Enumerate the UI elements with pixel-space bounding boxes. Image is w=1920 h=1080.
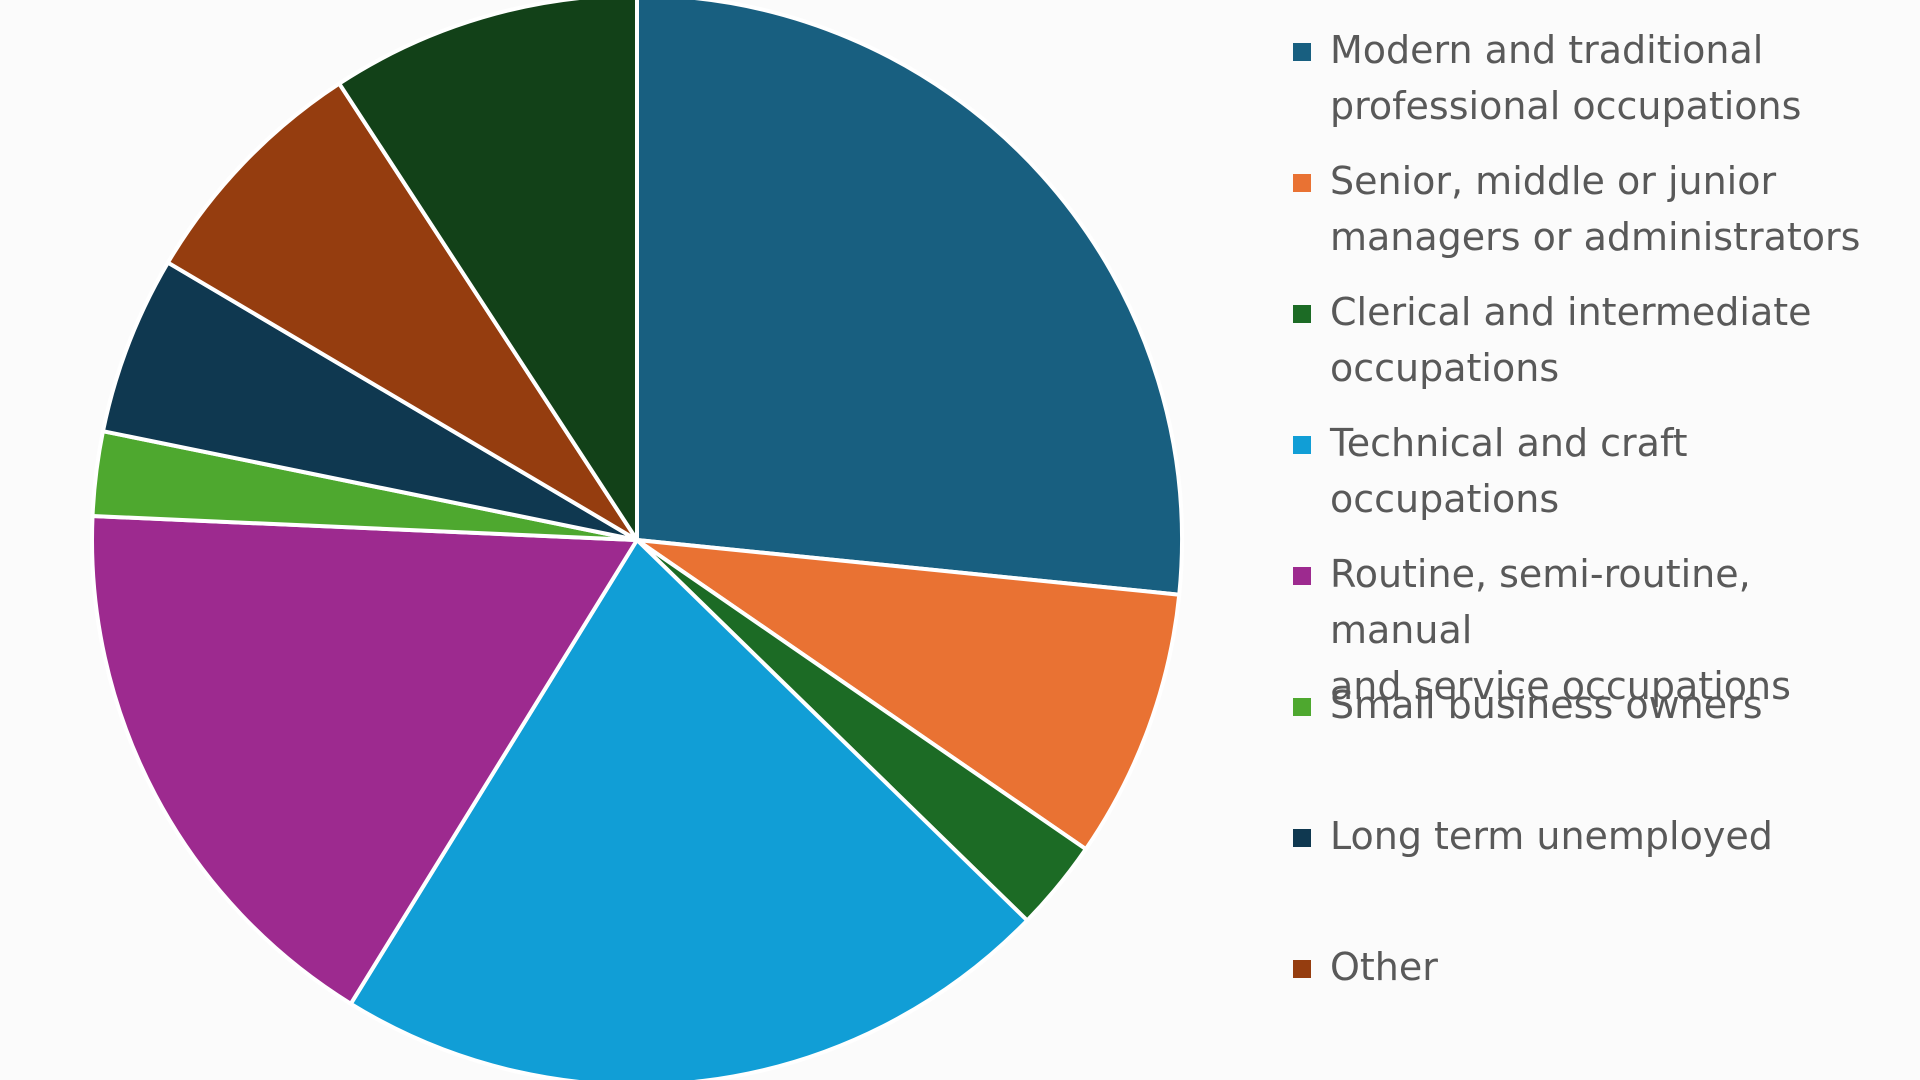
legend-label: Small business owners <box>1330 683 1763 727</box>
pie-slice-8 <box>165 81 639 542</box>
pie-chart <box>90 0 1184 1080</box>
legend-swatch <box>1293 174 1311 192</box>
legend-item: Technical and craft occupations <box>1293 415 1903 546</box>
pie-slice-1 <box>635 0 1184 597</box>
pie-slice-9 <box>337 0 639 542</box>
pie-slice-7 <box>100 260 639 542</box>
legend-item: Senior, middle or junior managers or adm… <box>1293 153 1903 284</box>
legend-item: Clerical and intermediate occupations <box>1293 284 1903 415</box>
legend-swatch <box>1293 43 1311 61</box>
legend-label: Other <box>1330 945 1438 989</box>
legend-swatch <box>1293 305 1311 323</box>
legend-item: Long term unemployed <box>1293 808 1903 939</box>
legend-item: Small business owners <box>1293 677 1903 808</box>
legend-item: Modern and traditional professional occu… <box>1293 22 1903 153</box>
legend-label: Routine, semi-routine, manual and servic… <box>1330 552 1791 708</box>
pie-slice-4 <box>348 538 1030 1080</box>
pie-slice-2 <box>635 538 1182 852</box>
legend-swatch <box>1293 960 1311 978</box>
pie-slice-5 <box>90 514 639 1006</box>
legend-label: Modern and traditional professional occu… <box>1330 28 1802 128</box>
legend-swatch <box>1293 829 1311 847</box>
legend-label: Clerical and intermediate occupations <box>1330 290 1812 390</box>
legend-swatch <box>1293 567 1311 585</box>
legend-swatch <box>1293 698 1311 716</box>
legend-item: Other <box>1293 939 1903 1070</box>
legend-label: Long term unemployed <box>1330 814 1773 858</box>
legend-item: Routine, semi-routine, manual and servic… <box>1293 546 1903 708</box>
legend-swatch <box>1293 436 1311 454</box>
legend-label: Senior, middle or junior managers or adm… <box>1330 159 1861 259</box>
legend-label: Technical and craft occupations <box>1330 421 1688 521</box>
legend: Modern and traditional professional occu… <box>1293 22 1903 1070</box>
